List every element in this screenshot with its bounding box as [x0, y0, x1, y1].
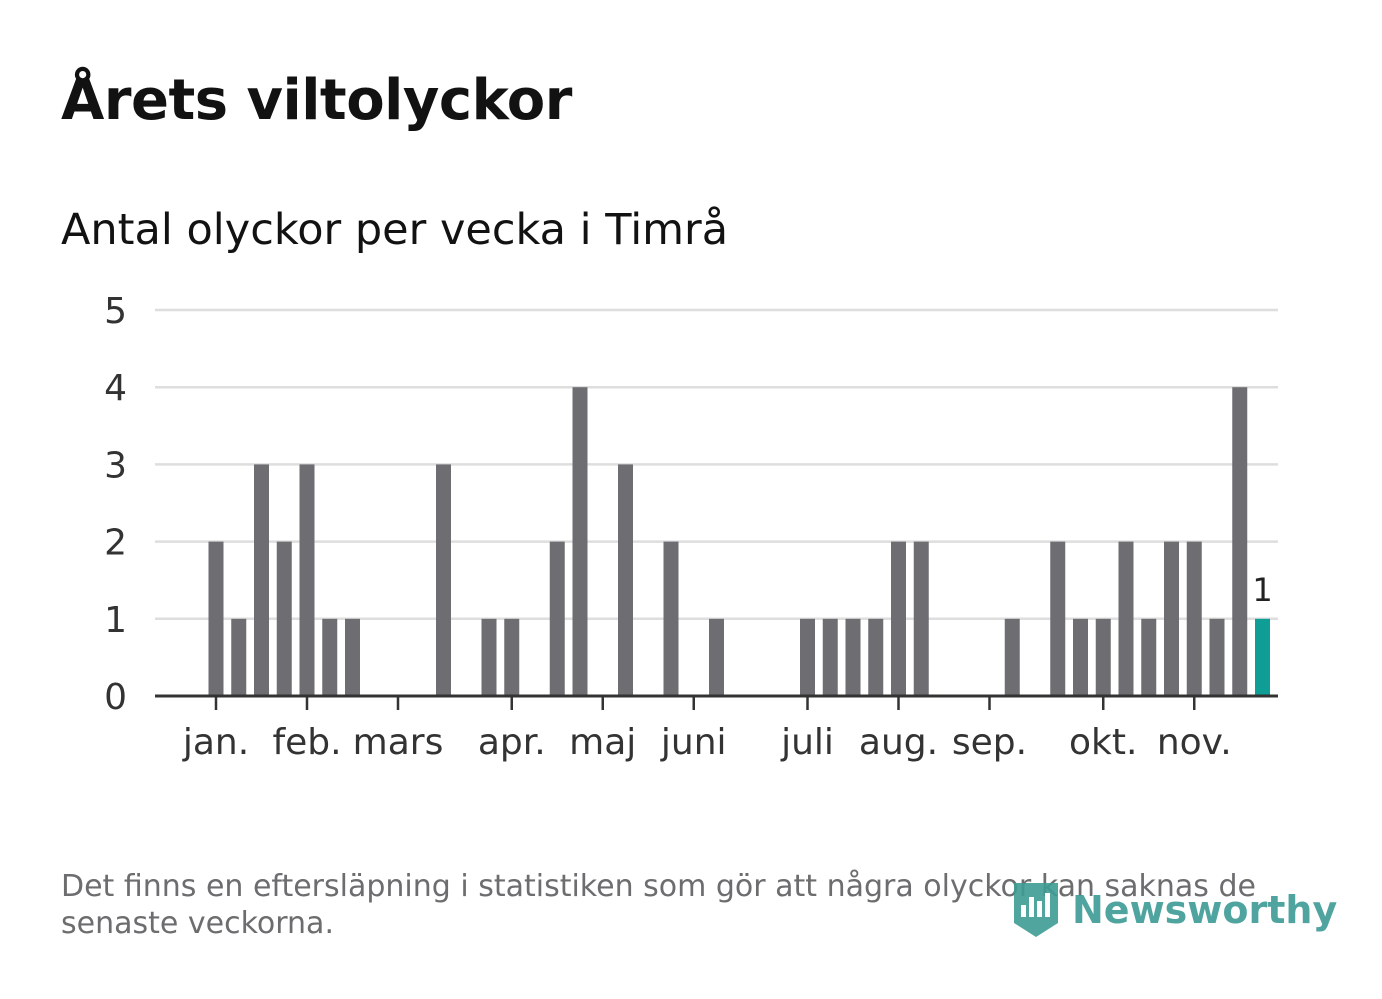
x-tick-label: aug.	[859, 722, 938, 763]
x-tick-label: sep.	[952, 722, 1027, 763]
bar	[1232, 387, 1248, 696]
bar	[549, 541, 565, 696]
bar	[254, 464, 269, 696]
bar	[299, 464, 315, 696]
bar	[1050, 541, 1066, 696]
bar	[1164, 541, 1179, 696]
bar	[891, 541, 906, 696]
chart-title: Årets viltolyckor	[61, 68, 572, 133]
y-tick-label: 2	[104, 523, 127, 564]
bar	[1209, 618, 1225, 696]
bars	[208, 387, 1270, 696]
bar	[208, 541, 224, 696]
bar-highlight	[1255, 618, 1270, 696]
bar	[572, 387, 588, 696]
bar	[231, 618, 247, 696]
bar	[800, 618, 815, 696]
bar	[345, 618, 360, 696]
y-tick-label: 5	[104, 291, 127, 332]
bar	[1004, 618, 1020, 696]
x-axis: jan. feb. mars apr. maj juni juli aug. sep. okt. n…	[155, 694, 1278, 763]
y-tick-label: 1	[104, 600, 127, 641]
y-tick-label: 3	[104, 445, 127, 486]
bar	[322, 618, 338, 696]
bar	[436, 464, 451, 696]
y-tick-label: 4	[104, 368, 127, 409]
x-tick-label: okt.	[1069, 722, 1137, 763]
x-tick-label: feb.	[272, 722, 341, 763]
newsworthy-logo-icon	[1014, 883, 1058, 937]
chart-subtitle: Antal olyckor per vecka i Timrå	[61, 205, 729, 255]
bar	[709, 618, 724, 696]
bar	[1095, 618, 1111, 696]
bar	[276, 541, 292, 696]
bar	[845, 618, 861, 696]
bar	[1141, 618, 1157, 696]
bar	[481, 618, 497, 696]
x-tick-label: jan.	[182, 722, 249, 763]
x-tick-label: nov.	[1157, 722, 1232, 763]
bar	[1118, 541, 1134, 696]
bar	[663, 541, 679, 696]
x-tick-label: juni	[660, 722, 727, 763]
y-axis-ticks: 0 1 2 3 4 5	[104, 291, 127, 718]
bar	[1186, 541, 1202, 696]
x-tick-label: mars	[353, 722, 444, 763]
bar	[913, 541, 929, 696]
newsworthy-logo-text: Newsworthy	[1072, 888, 1338, 932]
bar	[868, 618, 884, 696]
highlight-value-label: 1	[1252, 571, 1272, 609]
bar-chart: 0 1 2 3 4 5 jan. feb. mars apr. maj juni juli aug. se…	[104, 291, 1278, 763]
y-tick-label: 0	[104, 677, 127, 718]
bar	[822, 618, 838, 696]
newsworthy-logo[interactable]: Newsworthy	[1010, 878, 1337, 942]
x-tick-label: juli	[780, 722, 834, 763]
gridlines	[155, 308, 1278, 621]
data-labels: 1	[1252, 571, 1272, 609]
x-tick-label: maj	[569, 722, 636, 763]
bar	[618, 464, 633, 696]
x-tick-label: apr.	[478, 722, 546, 763]
bar	[1073, 618, 1088, 696]
bar	[504, 618, 520, 696]
